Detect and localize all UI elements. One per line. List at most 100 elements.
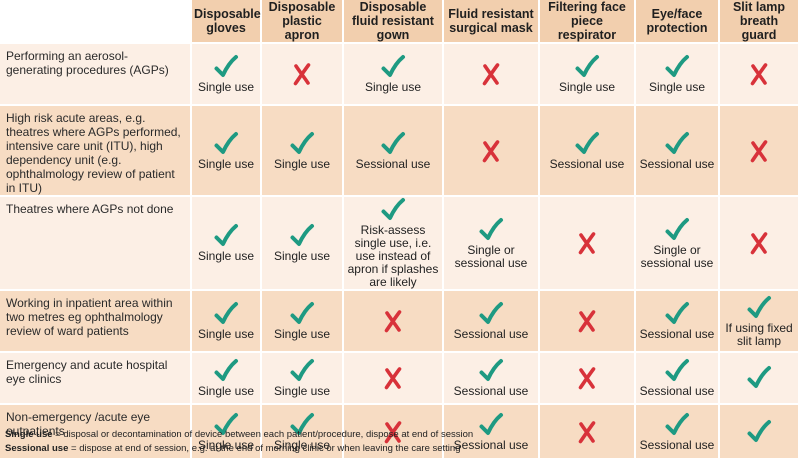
table-cell [444,106,540,197]
header-row: Disposable gloves Disposable plastic apr… [0,0,800,44]
cross-icon [576,365,598,391]
cell-content [722,365,796,391]
column-header: Slit lamp breath guard [720,0,800,44]
table-cell: Single use [192,291,262,353]
cell-note: Sessional use [639,327,715,341]
table-cell: Single use [192,44,262,106]
cross-icon [748,61,770,87]
cell-content: Sessional use [638,358,716,398]
cell-content [542,230,632,256]
cell-content: Single or sessional use [638,217,716,270]
check-icon [289,223,315,249]
table-cell: Sessional use [444,353,540,405]
legend-term: Sessional use [5,443,69,454]
check-icon [574,131,600,157]
cell-note: Single use [197,156,255,171]
table-row: Working in inpatient area within two met… [0,291,800,353]
table-cell [720,44,800,106]
table-cell: Single or sessional use [444,197,540,291]
cell-note: Single use [648,80,706,94]
check-icon [213,131,239,157]
table-cell: Single use [262,291,344,353]
cell-note: Single use [197,384,255,398]
table-cell: Single use [262,197,344,291]
cell-content [722,419,796,445]
cross-icon [480,138,502,164]
cell-note: Single or sessional use [454,242,528,270]
cell-content: Sessional use [346,131,440,171]
cell-note: Single use [197,249,255,263]
check-icon [380,131,406,157]
cell-note: Single use [197,80,255,94]
table-cell: Sessional use [636,405,720,460]
table-cell [540,405,636,460]
legend-term: Single use [5,429,53,440]
table-cell [720,197,800,291]
table-row: Emergency and acute hospital eye clinics… [0,353,800,405]
cell-note: Sessional use [639,384,715,398]
table-cell [344,405,444,460]
column-header: Disposable gloves [192,0,262,44]
cell-note: Single use [558,80,616,94]
check-icon [664,412,690,438]
cross-icon [748,138,770,164]
cell-content: Single use [264,412,340,452]
check-icon [380,54,406,80]
cell-content: Sessional use [446,301,536,341]
cell-content: Single use [264,301,340,341]
table-cell: Single use [540,44,636,106]
check-icon [213,223,239,249]
check-icon [664,301,690,327]
cell-note: Single use [197,437,255,452]
cell-note: Sessional use [639,156,715,171]
cross-icon [576,230,598,256]
table-cell: Sessional use [444,405,540,460]
column-header: Eye/face protection [636,0,720,44]
column-header: Filtering face piece respirator [540,0,636,44]
check-icon [213,54,239,80]
cell-content [446,61,536,87]
table-cell: Sessional use [636,291,720,353]
table-cell: Single use [262,405,344,460]
cell-content [264,61,340,87]
legend-single-use: Single use = disposal or decontamination… [5,429,473,441]
cell-content [722,230,796,256]
cell-note: Sessional use [453,437,529,452]
check-icon [289,301,315,327]
cross-icon [748,230,770,256]
cell-note: Single or sessional use [640,242,714,270]
cell-note: Sessional use [639,437,715,452]
table-cell [262,44,344,106]
row-label: Performing an aerosol-generating procedu… [0,44,192,106]
check-icon [478,358,504,384]
table-cell: If using fixed slit lamp [720,291,800,353]
table-cell: Sessional use [636,353,720,405]
table-cell: Single use [192,405,262,460]
table-cell: Single use [262,353,344,405]
check-icon [478,412,504,438]
table-cell [540,353,636,405]
table-cell [444,44,540,106]
table-cell: Single or sessional use [636,197,720,291]
cell-note: If using fixed slit lamp [725,320,793,348]
legend-definition: = disposal or decontamination of device … [52,429,474,440]
cell-content: Single or sessional use [446,217,536,270]
table-cell: Single use [262,106,344,197]
cell-content: Sessional use [638,131,716,171]
cell-content: Sessional use [446,412,536,452]
cell-content [346,365,440,391]
cell-content: Sessional use [542,131,632,171]
table-cell: Single use [192,197,262,291]
cell-content [722,61,796,87]
column-header: Disposable plastic apron [262,0,344,44]
row-label: Non-emergency /acute eye outpatients [0,405,192,460]
row-label: Working in inpatient area within two met… [0,291,192,353]
cross-icon [576,419,598,445]
cell-content [542,419,632,445]
check-icon [746,365,772,391]
table-cell: Risk-assess single use, i.e. use instead… [344,197,444,291]
cell-content: Single use [194,301,258,341]
cell-content: Single use [346,54,440,94]
table-cell: Sessional use [540,106,636,197]
